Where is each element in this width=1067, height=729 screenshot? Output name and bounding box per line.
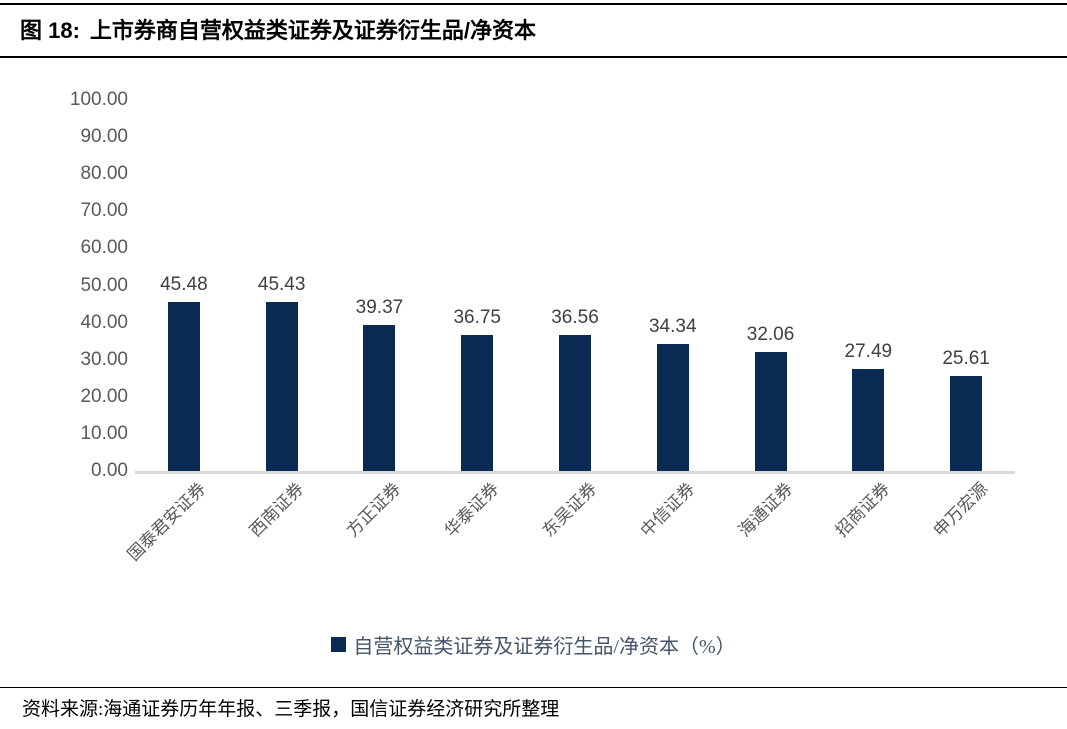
bar-value-label: 36.75 (453, 307, 501, 328)
y-tick-label: 100.00 (69, 89, 128, 110)
bar (461, 335, 494, 471)
source-note: 资料来源:海通证券历年年报、三季报，国信证券经济研究所整理 (22, 699, 560, 720)
y-tick-label: 10.00 (80, 422, 128, 444)
top-rule (0, 3, 1067, 5)
figure-number-label: 图 18: (20, 18, 80, 43)
y-tick-label: 50.00 (80, 274, 128, 296)
y-tick-label: 60.00 (80, 237, 128, 259)
figure-title: 图 18: 上市券商自营权益类证券及证券衍生品/净资本 (20, 13, 1047, 45)
y-tick-label: 20.00 (80, 385, 128, 407)
bar-chart: 100.00 90.00 80.00 70.00 60.00 50.00 40.00 30.0… (0, 60, 1067, 680)
y-tick-label: 0.00 (91, 460, 128, 481)
bar-value-label: 34.34 (648, 316, 697, 337)
footer-rule (0, 687, 1067, 688)
bar (167, 302, 200, 471)
x-tick-label: 申万宏源 (930, 479, 992, 541)
legend-label: 自营权益类证券及证券衍生品/净资本（%） (353, 636, 736, 658)
x-tick-label: 国泰君安证券 (123, 479, 210, 565)
y-tick-label: 30.00 (80, 348, 128, 370)
x-axis-baseline (135, 471, 1015, 474)
bar (559, 335, 591, 471)
bar-value-label: 36.56 (551, 307, 599, 328)
bar (265, 302, 298, 471)
bar-value-label: 27.49 (844, 341, 893, 362)
y-tick-label: 80.00 (80, 163, 128, 185)
x-tick-label: 华泰证券 (441, 479, 503, 541)
bar (656, 344, 689, 471)
bar-value-label: 45.43 (257, 274, 306, 295)
bar-value-label: 32.06 (746, 324, 795, 345)
bar-value-label: 25.61 (942, 348, 990, 369)
bar (363, 325, 396, 471)
title-rule (0, 56, 1067, 58)
bar-value-label: 45.48 (160, 274, 208, 295)
x-tick-label: 海通证券 (734, 479, 796, 541)
bar (754, 352, 787, 471)
bar (852, 369, 885, 471)
y-tick-label: 40.00 (80, 311, 128, 333)
legend: 自营权益类证券及证券衍生品/净资本（%） (0, 630, 1067, 659)
y-tick-label: 90.00 (80, 126, 128, 148)
figure-title-text: 上市券商自营权益类证券及证券衍生品/净资本 (89, 18, 537, 43)
legend-swatch-icon (331, 637, 347, 652)
x-tick-label: 方正证券 (343, 479, 405, 541)
x-tick-label: 西南证券 (245, 479, 308, 541)
bar (950, 376, 983, 471)
x-tick-label: 招商证券 (832, 479, 894, 541)
y-tick-label: 70.00 (80, 200, 128, 222)
bar-value-label: 39.37 (355, 297, 404, 318)
x-tick-label: 中信证券 (636, 479, 699, 541)
x-tick-label: 东吴证券 (538, 479, 601, 541)
